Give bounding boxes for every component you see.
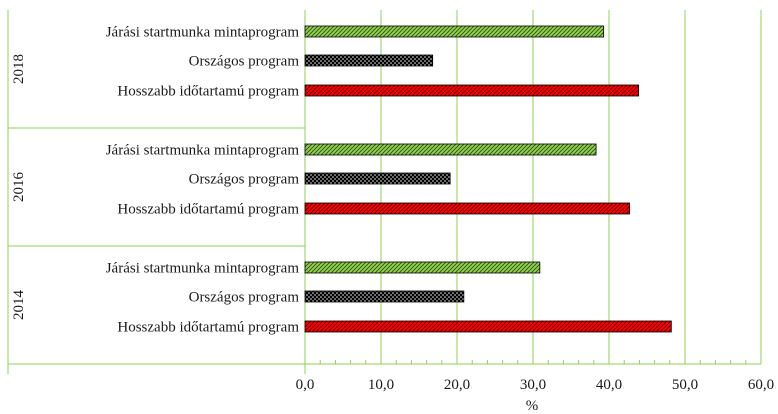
x-tick-label: 0,0 [296,377,315,393]
category-label: Hosszabb időtartamú program [117,320,299,336]
category-label: Járási startmunka mintaprogram [106,25,300,41]
year-label: 2014 [11,290,27,321]
tick-layer: 0,0 10,0 20,0 30,0 40,0 50,0 60,0 [296,377,775,393]
bar-red-diagonal [304,320,672,333]
frame-layer [7,10,761,374]
category-label: Országos program [189,54,300,70]
category-label: Hosszabb időtartamú program [117,202,299,218]
category-label: Országos program [189,172,300,188]
bar-red-diagonal [304,84,640,97]
bar-green-diagonal [304,143,597,156]
category-label: Járási startmunka mintaprogram [106,261,300,277]
year-label: 2016 [11,172,27,203]
bar-black-dotted [304,54,434,67]
category-label: Országos program [189,290,300,306]
x-tick-label: 50,0 [672,377,698,393]
category-label: Hosszabb időtartamú program [117,84,299,100]
x-tick-label: 10,0 [368,377,394,393]
year-label: 2018 [11,54,27,84]
category-label: Járási startmunka mintaprogram [106,143,300,159]
bar-black-dotted [304,290,465,303]
x-tick-label: 60,0 [748,377,774,393]
bar-layer [304,25,672,333]
bar-black-dotted [304,172,451,185]
bar-red-diagonal [304,202,630,215]
x-tick-label: 30,0 [520,377,546,393]
grid-layer [304,10,762,364]
x-tick-label: 40,0 [596,377,622,393]
bar-green-diagonal [304,261,541,274]
bar-green-diagonal [304,25,605,38]
label-layer: 2018 Járási startmunka mintaprogram Ország… [11,25,299,336]
x-axis-title: % [526,398,539,414]
x-tick-label: 20,0 [444,377,470,393]
